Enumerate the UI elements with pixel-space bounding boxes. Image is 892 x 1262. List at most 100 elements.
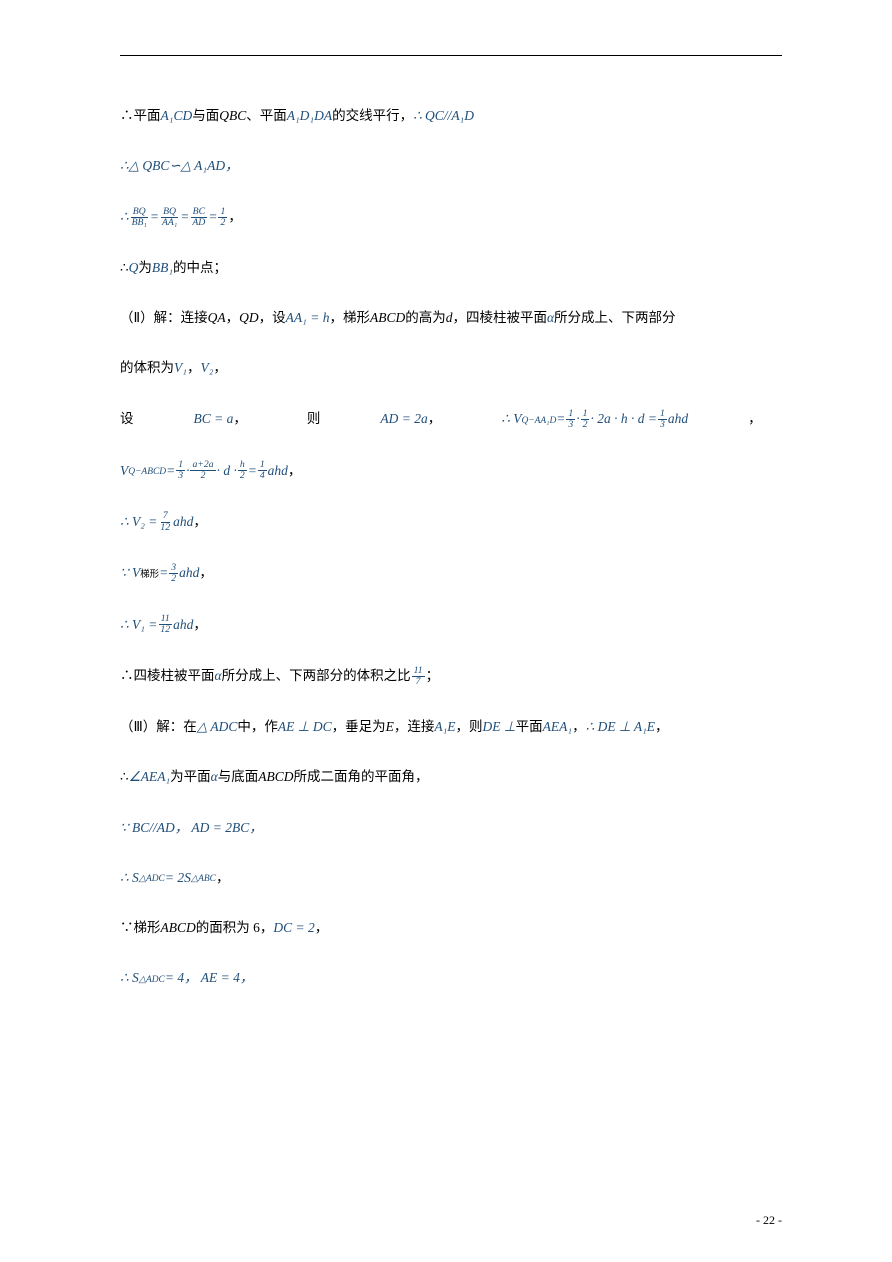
text: ， <box>572 717 586 737</box>
page: ∴平面 A₁CD 与面 QBC 、平面 A₁D₁DA 的交线平行， ∴ QC//… <box>0 0 892 1262</box>
math: △ ADC <box>197 717 238 737</box>
italic: d <box>446 308 453 328</box>
text: ∴ <box>120 207 129 227</box>
math: ∴ V₁ = 1112 ahd <box>120 614 193 635</box>
fraction: 32 <box>169 563 178 584</box>
italic: ABCD <box>370 308 405 328</box>
top-rule <box>120 55 782 56</box>
text: ， <box>315 918 329 938</box>
math: ∴ QC//A₁D <box>413 106 474 126</box>
text: 的交线平行， <box>332 106 413 126</box>
math: ∴ DE ⊥ A₁E <box>586 717 655 737</box>
text: 所成二面角的平面角， <box>293 767 428 787</box>
line-8: VQ−ABCD = 13 · a+2a2 · d · h2 = 14 ahd ， <box>120 460 782 481</box>
text: ，连接 <box>394 717 435 737</box>
page-number: - 22 - <box>756 1213 782 1228</box>
text: ，梯形 <box>329 308 370 328</box>
math: ∴ BQBB₁ = BQAA₁ = BCAD = 12 <box>120 207 228 228</box>
text: ，四棱柱被平面 <box>452 308 547 328</box>
math: α <box>211 767 218 787</box>
line-12: ∴四棱柱被平面 α 所分成上、下两部分的体积之比 117 ； <box>120 666 782 687</box>
text: ，垂足为 <box>332 717 386 737</box>
math: ∴ VQ−AA₁D = 13 · 12 · 2a · h · d = 13 ah… <box>501 409 688 430</box>
math: 117 <box>411 666 426 687</box>
text: ∴平面 <box>120 106 161 126</box>
fraction: 12 <box>581 409 590 430</box>
fraction: 12 <box>218 207 227 228</box>
math: A₁E <box>434 717 455 737</box>
math: ∴ S△ADC = 2S△ABC <box>120 868 216 888</box>
text: ， <box>655 717 669 737</box>
text: 的体积为 <box>120 358 174 378</box>
text: 所分成上、下两部分 <box>554 308 676 328</box>
math: BB₁ <box>152 258 173 278</box>
math: AA₁ = h <box>286 308 330 328</box>
math: ∴ S△ADC = 4， AE = 4， <box>120 968 253 988</box>
fraction: h2 <box>238 460 247 481</box>
math: ∴ V₂ = 712 ahd <box>120 511 193 532</box>
text: （Ⅲ）解：在 <box>120 717 197 737</box>
text: 则 <box>307 409 321 429</box>
line-1: ∴平面 A₁CD 与面 QBC 、平面 A₁D₁DA 的交线平行， ∴ QC//… <box>120 106 782 126</box>
math: α <box>215 666 222 686</box>
math: V₂ <box>200 358 213 378</box>
math: AEA₁ <box>543 717 572 737</box>
line-6: 的体积为 V₁ ， V₂ ， <box>120 358 782 378</box>
text: 的中点； <box>173 258 227 278</box>
text: ∴四棱柱被平面 <box>120 666 215 686</box>
fraction: 13 <box>658 409 667 430</box>
text: 与面 <box>192 106 219 126</box>
text: 设 <box>120 409 134 429</box>
italic: QA <box>208 308 226 328</box>
text: 为 <box>138 258 152 278</box>
math: V₁ <box>174 358 187 378</box>
fraction: BCAD <box>190 207 207 228</box>
text: 为平面 <box>170 767 211 787</box>
text: ， <box>228 207 242 227</box>
math: ∵ V梯形 = 32 ahd <box>120 563 199 584</box>
text: ，则 <box>456 717 483 737</box>
line-2: ∴△ QBC∽△ A₁AD， <box>120 156 782 176</box>
math: A₁CD <box>161 106 193 126</box>
italic: ABCD <box>258 767 293 787</box>
line-7: 设 BC = a， 则 AD = 2a， ∴ VQ−AA₁D = 13 · 12… <box>120 409 782 430</box>
text: 所分成上、下两部分的体积之比 <box>222 666 411 686</box>
text: 的高为 <box>405 308 446 328</box>
line-3: ∴ BQBB₁ = BQAA₁ = BCAD = 12 ， <box>120 207 782 228</box>
math: VQ−ABCD = 13 · a+2a2 · d · h2 = 14 ahd <box>120 460 288 481</box>
text: ∵梯形 <box>120 918 161 938</box>
math: AD = 2a <box>380 409 427 429</box>
line-17: ∵梯形 ABCD 的面积为 6， DC = 2 ， <box>120 918 782 938</box>
eq: = <box>150 207 159 227</box>
text: ， <box>226 308 240 328</box>
fraction: a+2a2 <box>190 460 215 481</box>
text: ， <box>187 358 201 378</box>
line-16: ∴ S△ADC = 2S△ABC ， <box>120 868 782 888</box>
line-9: ∴ V₂ = 712 ahd ， <box>120 511 782 532</box>
math: ∠AEA₁ <box>129 767 171 787</box>
math: ∵ BC//AD， AD = 2BC， <box>120 818 263 838</box>
text: ∴ <box>120 258 129 278</box>
fraction: 13 <box>176 460 185 481</box>
math: Q <box>129 258 139 278</box>
fraction: 1112 <box>158 614 172 635</box>
text: （Ⅱ）解：连接 <box>120 308 208 328</box>
fraction: BQBB₁ <box>130 207 149 228</box>
math: AE ⊥ DC <box>278 717 332 737</box>
fraction: 14 <box>258 460 267 481</box>
math: DE ⊥ <box>483 717 516 737</box>
text: 平面 <box>516 717 543 737</box>
italic: QD <box>239 308 259 328</box>
line-14: ∴ ∠AEA₁ 为平面 α 与底面 ABCD 所成二面角的平面角， <box>120 767 782 787</box>
line-15: ∵ BC//AD， AD = 2BC， <box>120 818 782 838</box>
fraction: 117 <box>412 666 425 687</box>
italic: ABCD <box>161 918 196 938</box>
italic: E <box>386 717 394 737</box>
line-5: （Ⅱ）解：连接 QA ， QD ，设 AA₁ = h ，梯形 ABCD 的高为 … <box>120 308 782 328</box>
text: ，设 <box>259 308 286 328</box>
text: ∴ <box>120 767 129 787</box>
text: 的面积为 6， <box>196 918 274 938</box>
math: BC = a <box>194 409 234 429</box>
text: ， <box>213 358 227 378</box>
text: 与底面 <box>218 767 259 787</box>
